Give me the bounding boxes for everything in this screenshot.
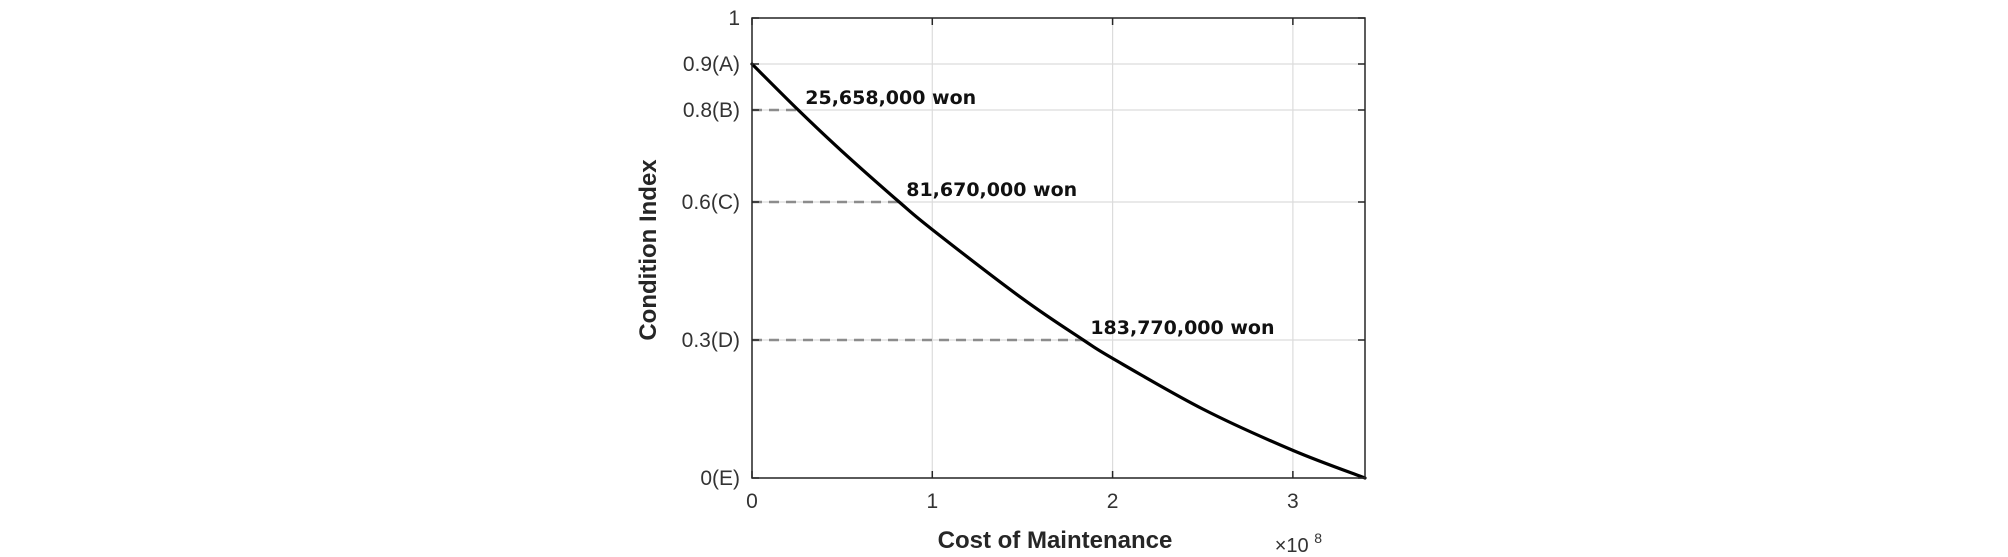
x-multiplier-exponent: 8	[1314, 530, 1322, 546]
x-axis-multiplier: ×10 8	[1275, 530, 1323, 557]
tick-labels: 0 1 2 3 0(E) 0.3(D) 0.6(C) 0.8(B) 0.9(A) 1	[682, 7, 1299, 513]
y-tick-label: 1	[728, 7, 740, 30]
y-axis-title: Condition Index	[635, 159, 662, 341]
series-line	[750, 62, 1367, 480]
x-axis-title: Cost of Maintenance	[938, 527, 1173, 554]
y-tick-label: 0.3(D)	[682, 329, 740, 352]
y-tick-label: 0.6(C)	[682, 191, 740, 214]
plot-frame	[751, 17, 1366, 479]
series-layer	[750, 62, 1367, 480]
x-tick-label: 2	[1107, 490, 1119, 513]
ticks	[751, 17, 1365, 479]
y-tick-label: 0.9(A)	[683, 53, 740, 76]
x-tick-label: 1	[926, 490, 938, 513]
x-tick-label: 0	[746, 490, 758, 513]
y-tick-label: 0(E)	[700, 467, 740, 490]
y-tick-label: 0.8(B)	[683, 99, 740, 122]
annotation-label: 183,770,000 won	[1090, 317, 1274, 339]
annotation-label: 25,658,000 won	[805, 87, 976, 109]
guide-lines	[752, 108, 1084, 342]
annotations: 25,658,000 won 81,670,000 won 183,770,000 …	[805, 87, 1274, 339]
x-multiplier-base: ×10	[1275, 535, 1309, 557]
x-tick-label: 3	[1287, 490, 1299, 513]
annotation-label: 81,670,000 won	[906, 179, 1077, 201]
